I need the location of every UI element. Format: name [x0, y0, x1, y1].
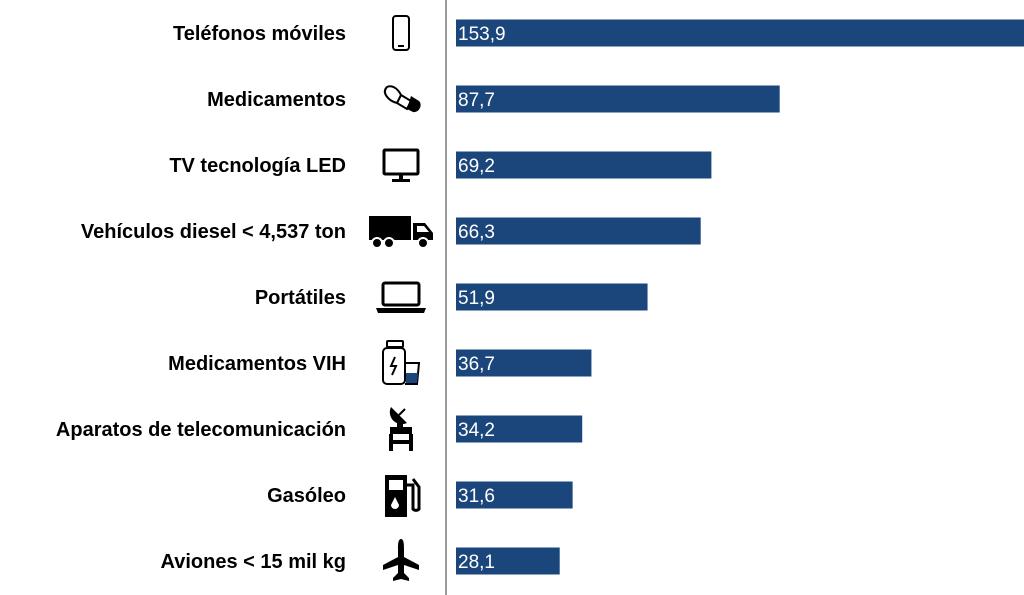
mobile-phone-icon: [392, 15, 410, 51]
category-label: TV tecnología LED: [169, 155, 346, 177]
category-label: Gasóleo: [267, 485, 346, 507]
data-label: 31,6: [458, 486, 495, 507]
data-label: 28,1: [458, 552, 495, 573]
bar: [456, 547, 560, 575]
pill-icon: [383, 85, 421, 113]
bar: [456, 19, 1024, 47]
bar: [456, 283, 648, 311]
bar: [456, 151, 712, 179]
satellite-dish-icon: [389, 407, 413, 451]
truck-icon: [369, 216, 433, 249]
category-label: Medicamentos VIH: [168, 353, 346, 375]
bar: [456, 481, 573, 509]
airplane-icon: [383, 539, 419, 581]
medicine-bottle-icon: [382, 340, 421, 385]
data-label: 69,2: [458, 156, 495, 177]
category-label: Aparatos de telecomunicación: [56, 419, 346, 441]
data-label: 66,3: [458, 222, 495, 243]
data-label: 34,2: [458, 420, 495, 441]
category-label: Aviones < 15 mil kg: [161, 551, 346, 573]
laptop-icon: [376, 281, 426, 313]
tv-monitor-icon: [382, 148, 420, 182]
category-label: Medicamentos: [207, 89, 346, 111]
bar: [456, 85, 780, 113]
fuel-pump-icon: [385, 475, 421, 517]
data-label: 87,7: [458, 90, 495, 111]
bar: [456, 415, 583, 443]
bar: [456, 349, 592, 377]
category-label: Portátiles: [255, 287, 346, 309]
data-label: 51,9: [458, 288, 495, 309]
data-label: 153,9: [458, 24, 506, 45]
data-label: 36,7: [458, 354, 495, 375]
category-label: Vehículos diesel < 4,537 ton: [81, 221, 346, 243]
bar: [456, 217, 701, 245]
category-label: Teléfonos móviles: [173, 23, 346, 45]
